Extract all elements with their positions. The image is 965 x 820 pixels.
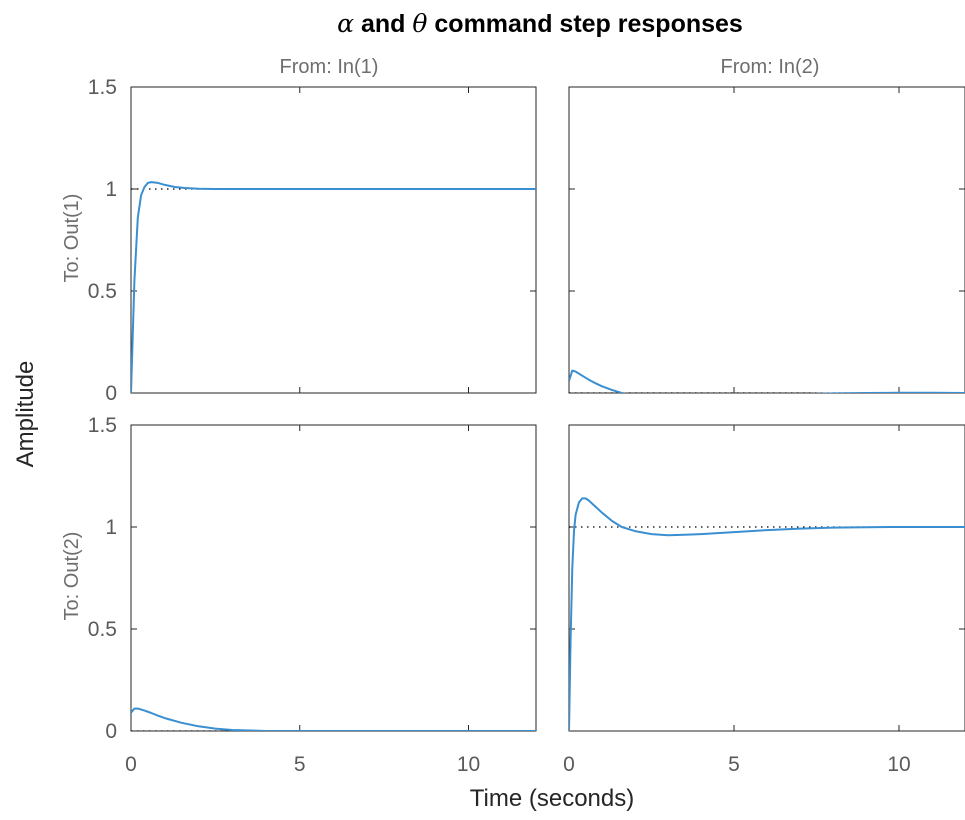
y-tick-label-r2c1-3: 1.5: [88, 414, 117, 437]
x-tick-label-r2c2-0: 0: [563, 753, 575, 776]
column-label-in2: From: In(2): [721, 56, 820, 78]
response-line-r1c1: [131, 181, 536, 393]
subplot-r1c2: [568, 86, 965, 394]
y-tick-label-r1c1-2: 1: [105, 178, 117, 201]
title-theta-symbol: θ: [412, 9, 427, 38]
title-alpha-symbol: α: [337, 9, 354, 38]
title-part-1: and: [354, 10, 412, 38]
y-tick-label-r1c1-0: 0: [105, 382, 117, 405]
x-tick-label-r2c2-2: 10: [887, 753, 910, 776]
response-line-r2c2: [569, 497, 965, 731]
axes-frame-r2c1: [130, 424, 537, 732]
y-tick-label-r1c1-1: 0.5: [88, 280, 117, 303]
y-tick-label-r2c1-0: 0: [105, 720, 117, 743]
column-label-in1: From: In(1): [280, 56, 379, 78]
chart-title: α and θ command step responses: [337, 9, 743, 38]
x-tick-label-r2c1-1: 5: [294, 753, 306, 776]
axes-frame-r1c1: [130, 86, 537, 394]
response-line-r2c1: [131, 707, 536, 731]
row-label-out2: To: Out(2): [61, 532, 83, 621]
axes-frame-r1c2: [568, 86, 965, 394]
row-label-out1: To: Out(1): [61, 194, 83, 283]
y-tick-label-r1c1-3: 1.5: [88, 76, 117, 99]
title-part-2: command step responses: [427, 10, 742, 38]
subplot-r1c1: 0 0.5 1 1.5: [88, 76, 537, 405]
x-tick-label-r2c2-1: 5: [728, 753, 740, 776]
x-tick-label-r2c1-0: 0: [125, 753, 137, 776]
x-axis-title: Time (seconds): [470, 785, 634, 812]
subplot-grid: 0 0.5 1 1.5 0 0.5 1 1.5 0 5 10 0 5 10: [88, 76, 965, 776]
axes-frame-r2c2: [568, 424, 965, 732]
x-tick-label-r2c1-2: 10: [457, 753, 480, 776]
y-tick-label-r2c1-1: 0.5: [88, 618, 117, 641]
y-axis-title: Amplitude: [12, 361, 39, 468]
subplot-r2c1: 0 0.5 1 1.5 0 5 10: [88, 414, 537, 776]
subplot-r2c2: 0 5 10: [563, 424, 965, 776]
response-line-r1c2: [569, 369, 965, 393]
y-tick-label-r2c1-2: 1: [105, 516, 117, 539]
